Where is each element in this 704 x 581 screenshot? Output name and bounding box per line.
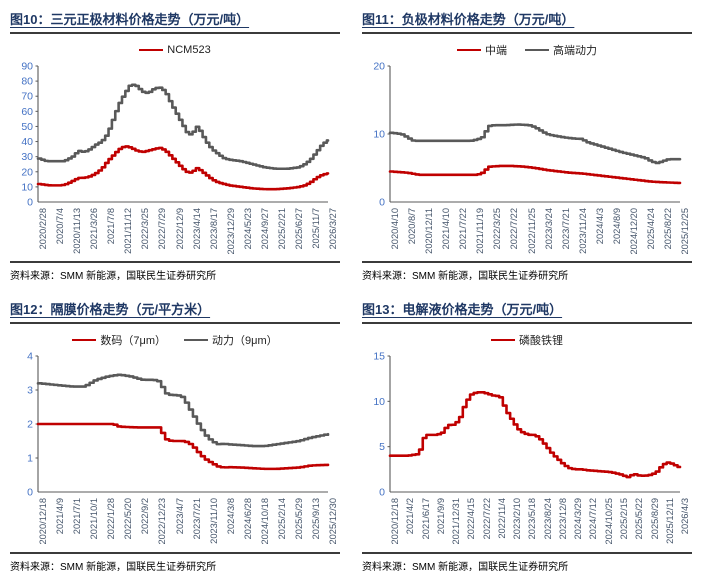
svg-text:1: 1 [27, 453, 33, 465]
svg-text:80: 80 [21, 76, 33, 88]
svg-text:40: 40 [21, 136, 33, 148]
svg-text:70: 70 [21, 91, 33, 103]
svg-text:4: 4 [27, 351, 33, 363]
svg-text:2: 2 [27, 419, 33, 431]
svg-text:10: 10 [373, 396, 385, 408]
svg-text:50: 50 [21, 121, 33, 133]
svg-text:15: 15 [373, 351, 385, 363]
svg-text:20: 20 [21, 166, 33, 178]
svg-text:60: 60 [21, 106, 33, 118]
svg-text:5: 5 [379, 441, 385, 453]
svg-text:3: 3 [27, 385, 33, 397]
svg-text:90: 90 [21, 61, 33, 73]
svg-text:30: 30 [21, 151, 33, 163]
svg-text:10: 10 [373, 129, 385, 141]
svg-text:10: 10 [21, 181, 33, 193]
svg-text:20: 20 [373, 61, 385, 73]
